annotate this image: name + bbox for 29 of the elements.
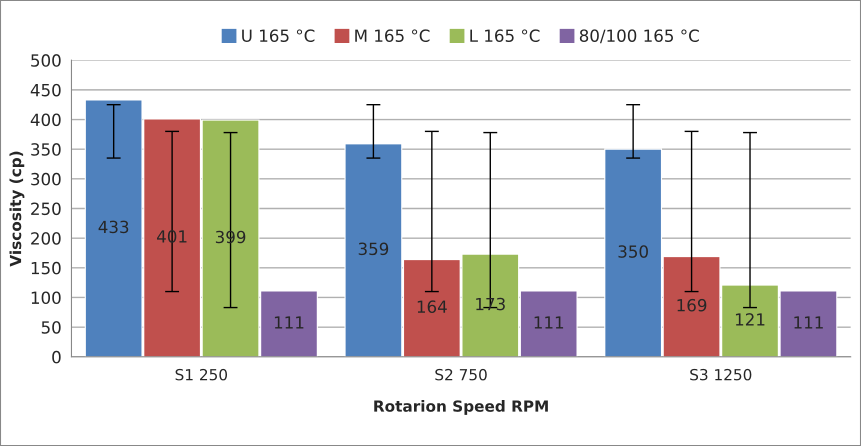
legend-label: M 165 °C xyxy=(355,29,430,42)
y-tick-label: 0 xyxy=(52,350,61,364)
data-label: 111 xyxy=(534,316,564,328)
data-label: 121 xyxy=(736,313,764,326)
data-label: 111 xyxy=(274,316,304,328)
y-tick-label: 300 xyxy=(31,172,61,186)
data-label: 111 xyxy=(794,316,823,328)
legend-label: L 165 °C xyxy=(470,29,540,42)
data-label: 164 xyxy=(418,300,447,313)
y-tick-label: 400 xyxy=(30,113,61,126)
legend-label: 80/100 165 °C xyxy=(580,29,699,44)
y-tick-label: 200 xyxy=(31,232,61,245)
y-tick-label: 150 xyxy=(32,262,61,274)
x-tick-label: S1 250 xyxy=(176,368,228,380)
y-tick-label: 500 xyxy=(31,54,61,67)
y-tick-label: 250 xyxy=(31,202,61,216)
y-tick-label: 350 xyxy=(31,143,61,156)
x-tick-label: S2 750 xyxy=(435,368,487,380)
data-label: 359 xyxy=(358,242,388,256)
legend-label: U 165 °C xyxy=(242,29,314,42)
y-tick-label: 450 xyxy=(30,84,61,96)
x-axis-title: Rotarion Speed RPM xyxy=(374,400,548,415)
y-axis-title: Viscosity (cp) xyxy=(9,152,24,267)
data-label: 433 xyxy=(98,220,128,234)
data-label: 350 xyxy=(618,245,648,258)
y-tick-label: 50 xyxy=(42,321,61,334)
data-label: 169 xyxy=(678,298,706,312)
x-tick-label: S3 1250 xyxy=(690,368,752,380)
y-tick-label: 100 xyxy=(32,291,61,304)
